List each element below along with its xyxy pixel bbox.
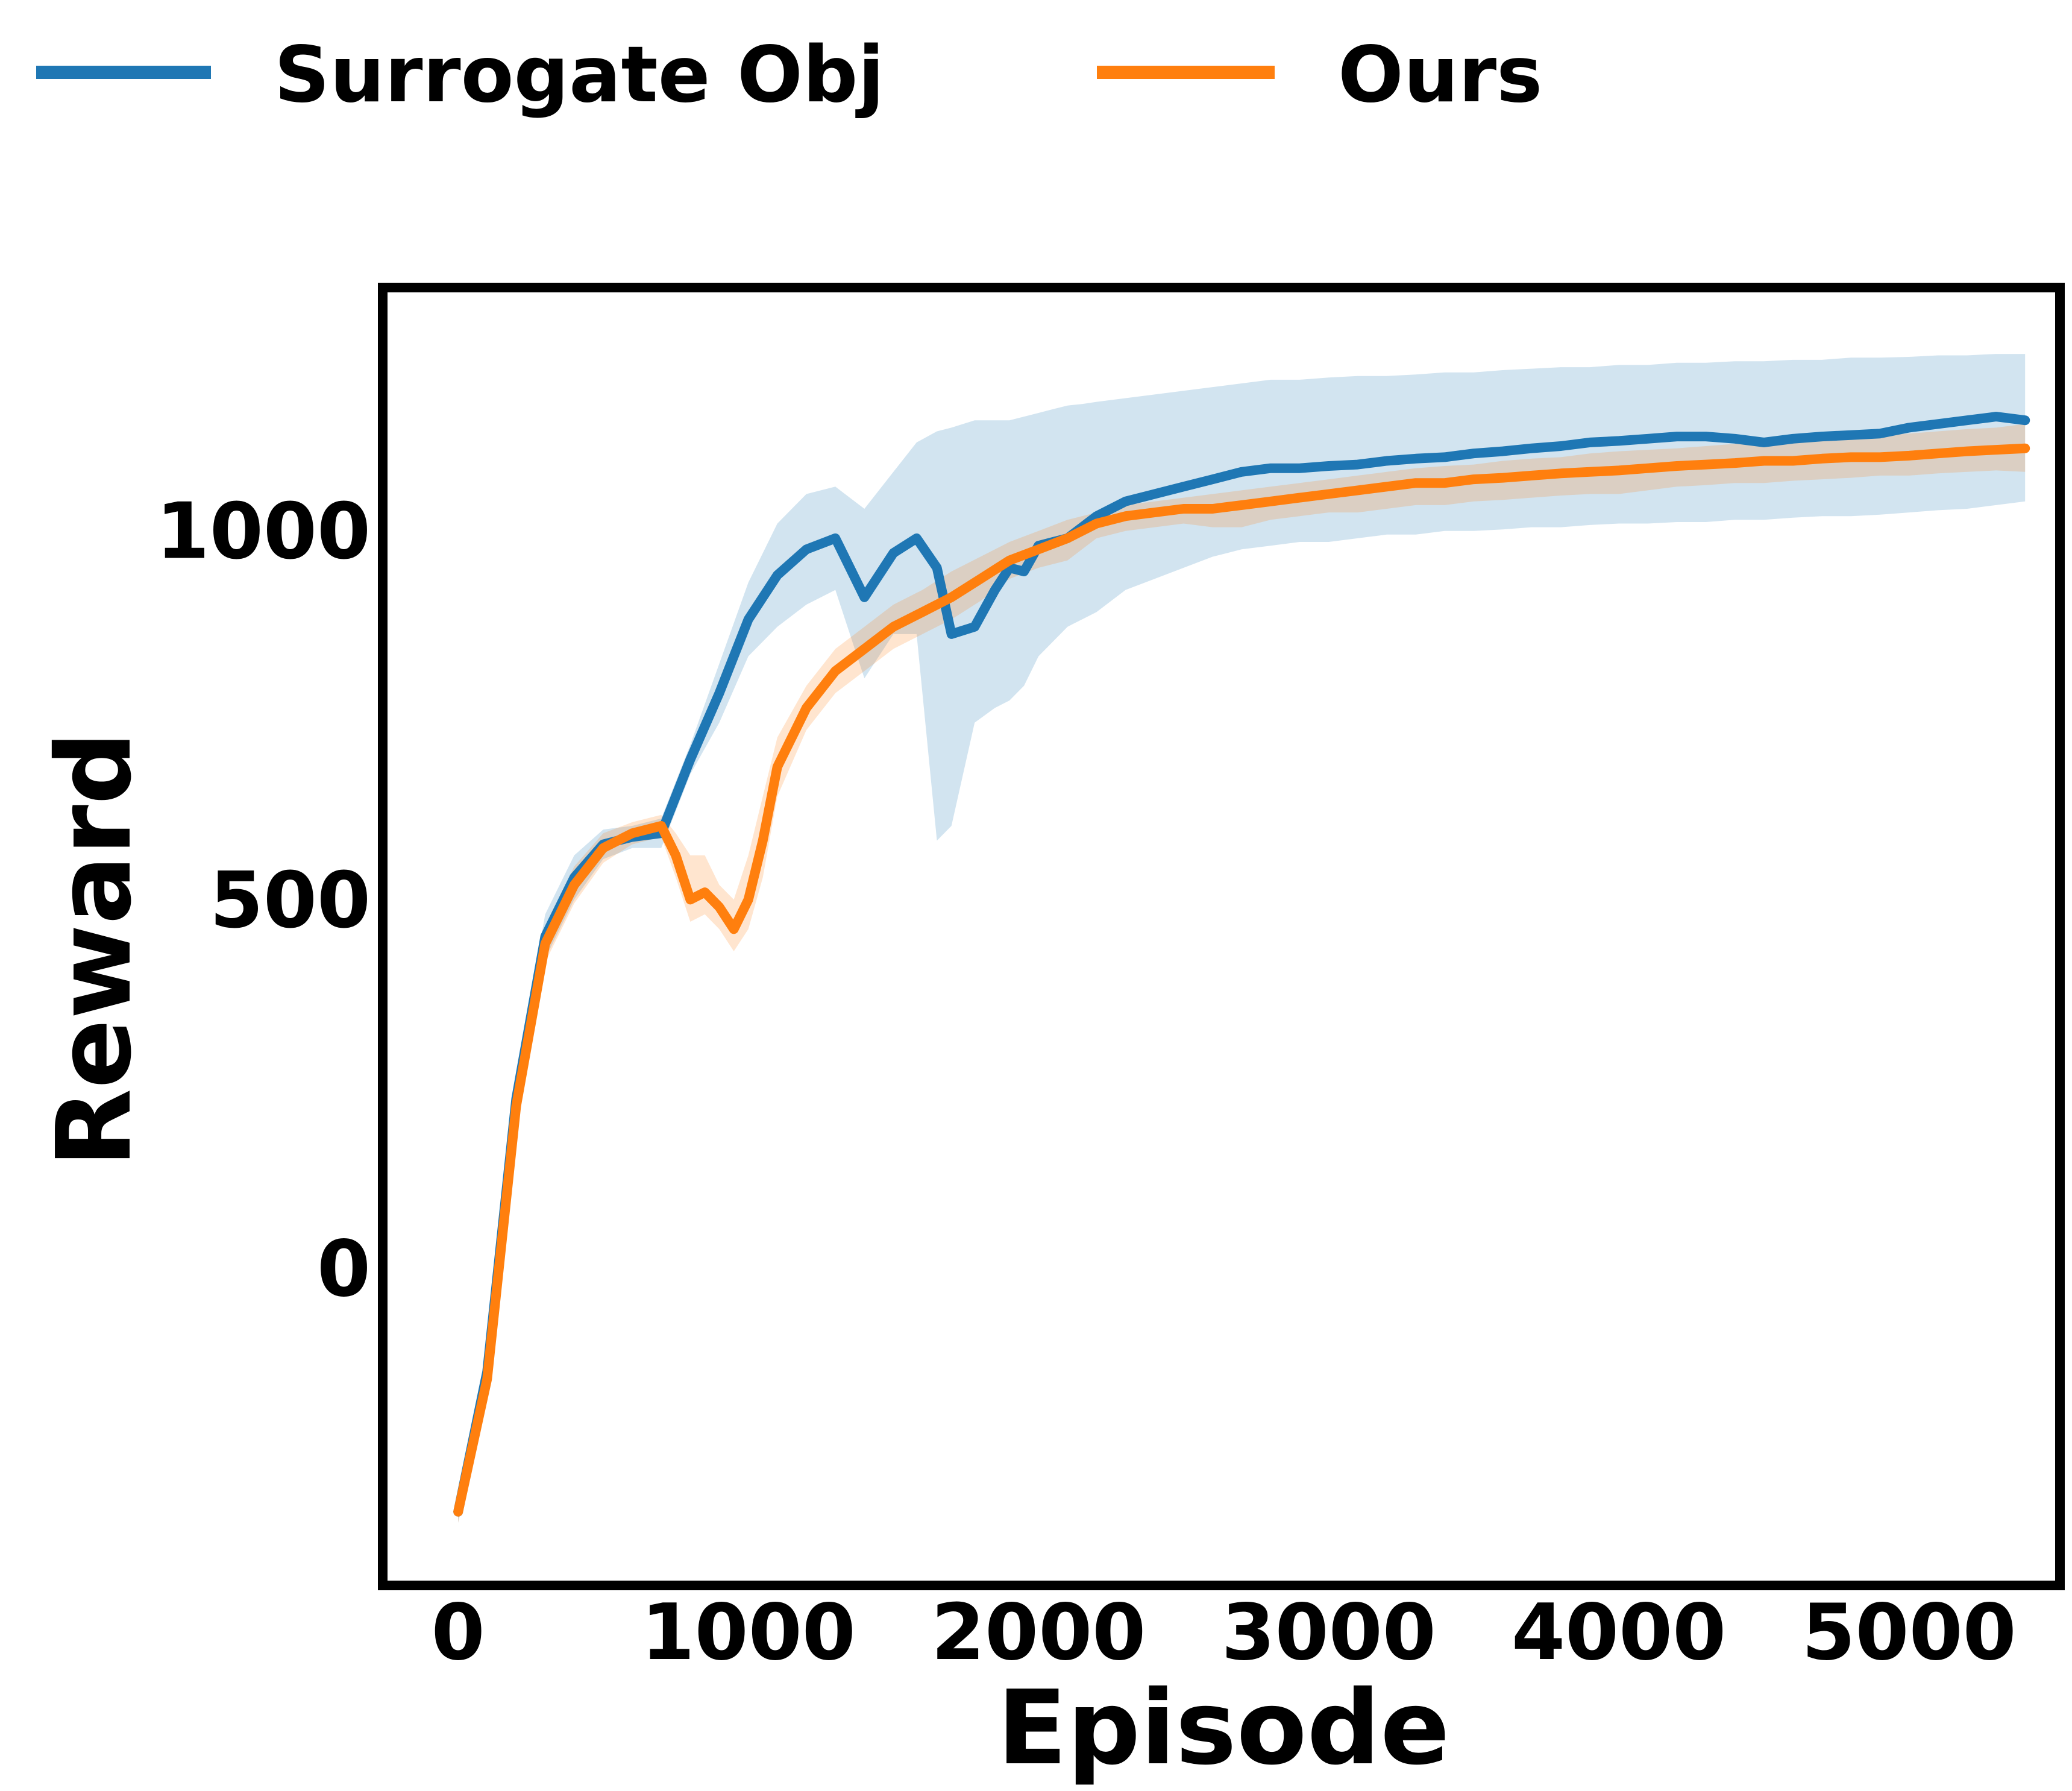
x-tick-label-2000: 2000 xyxy=(931,1588,1146,1678)
x-axis-label: Episode xyxy=(997,1669,1449,1788)
x-tick-label-0: 0 xyxy=(432,1588,485,1678)
y-tick-label-0: 0 xyxy=(317,1224,371,1314)
x-axis-ticks: 0 1000 2000 3000 4000 5000 xyxy=(432,1588,2017,1678)
legend-label-ours: Ours xyxy=(1338,30,1542,120)
band-ours xyxy=(458,424,2026,1523)
y-axis-ticks: 0 500 1000 xyxy=(156,487,371,1314)
legend-label-surrogate-obj: Surrogate Obj xyxy=(274,30,884,120)
confidence-bands xyxy=(458,354,2026,1523)
y-tick-label-1000: 1000 xyxy=(156,487,371,577)
line-ours xyxy=(453,443,2030,1517)
plot-area-frame xyxy=(378,283,2065,1590)
band-surrogate-obj xyxy=(458,354,2026,1523)
line-surrogate-obj xyxy=(453,412,2030,1517)
x-tick-label-1000: 1000 xyxy=(641,1588,856,1678)
x-tick-label-5000: 5000 xyxy=(1801,1588,2016,1678)
legend: Surrogate Obj Ours xyxy=(36,30,1542,120)
x-tick-label-3000: 3000 xyxy=(1222,1588,1436,1678)
y-tick-label-500: 500 xyxy=(210,855,371,945)
y-axis-label: Reward xyxy=(35,731,154,1168)
x-tick-label-4000: 4000 xyxy=(1512,1588,1726,1678)
series-lines xyxy=(453,412,2030,1517)
